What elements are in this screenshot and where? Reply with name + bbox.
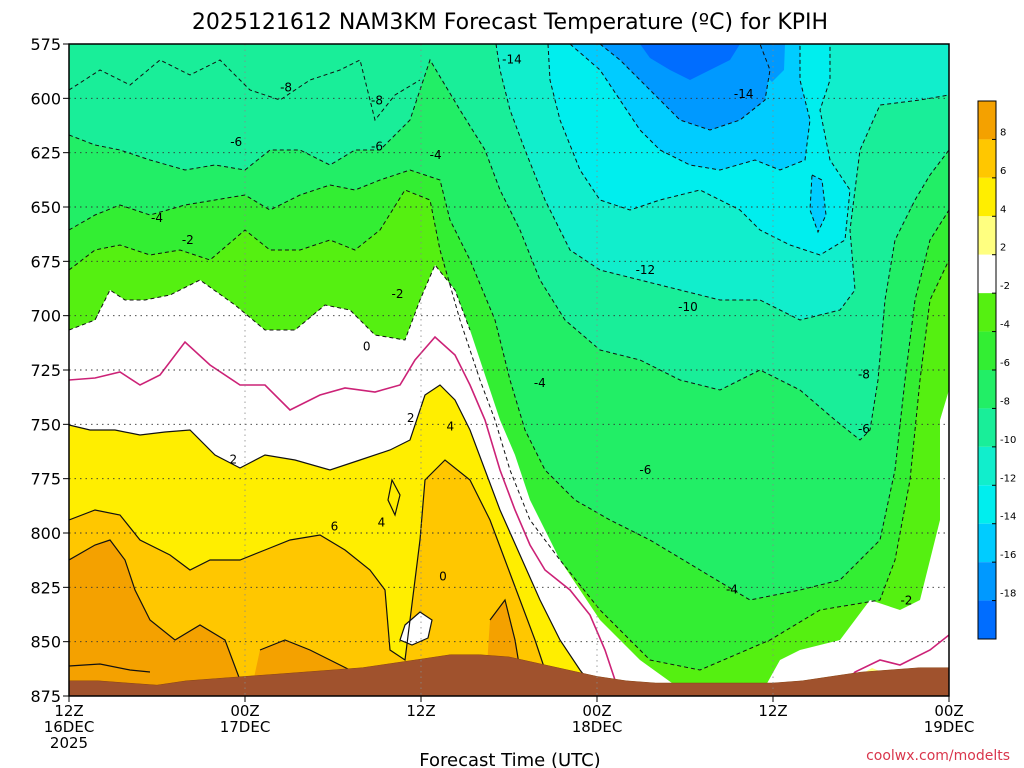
contour-label: 4 [378,515,386,529]
x-tick-label: 12Z [758,702,787,720]
colorbar-label: -18 [1000,589,1016,600]
x-axis-label: Forecast Time (UTC) [419,750,600,768]
y-tick-label: 775 [30,470,61,489]
chart-title: 2025121612 NAM3KM Forecast Temperature (… [192,10,828,35]
colorbar-swatch [978,177,996,217]
y-tick-label: 575 [30,35,61,54]
contour-label: -4 [430,148,442,162]
colorbar-label: 4 [1000,204,1006,215]
colorbar-swatch [978,254,996,294]
contour-label: 0 [363,339,371,353]
y-tick-label: 875 [30,687,61,706]
x-tick-label: 18DEC [572,718,623,736]
region-minus18-band [640,44,740,80]
x-tick-label: 17DEC [220,718,271,736]
colorbar-label: -4 [1000,320,1010,331]
region-minus16-pocket [755,44,785,82]
contour-label: -6 [639,463,651,477]
terrain-surface [69,654,949,696]
contour-label: 2 [407,411,415,425]
colorbar-label: -6 [1000,358,1010,369]
x-tick-label: 00Z [934,702,963,720]
y-tick-label: 850 [30,633,61,652]
x-tick-label: 12Z [406,702,435,720]
contour-label: -4 [726,583,738,597]
x-tick-label: 16DEC [44,718,95,736]
colorbar-label: -10 [1000,435,1016,446]
colorbar-swatch [978,370,996,409]
x-tick-label: 2025 [50,734,88,752]
dashed-contours [69,44,949,671]
contour-label: -6 [858,422,870,436]
contour-label: -2 [392,287,404,301]
colorbar-swatch [978,485,996,524]
contour-label: 0 [439,570,447,584]
colorbar-swatch [978,139,996,178]
colorbar-swatch [978,523,996,563]
y-axis: 575 600 625 650 675 700 725 750 775 800 825 850 875 [30,35,69,706]
region-minus16-band [600,44,770,130]
colorbar-swatch [978,446,996,486]
x-tick-label: 19DEC [924,718,975,736]
y-tick-label: 600 [30,89,61,108]
colorbar: 8 6 4 2 -2 -4 -6 -8 -10 -12 -14 -16 -18 [977,100,1016,640]
contour-label: -12 [636,263,656,277]
x-tick-label: 12Z [54,702,83,720]
solid-contours [69,384,601,696]
contour-label: -14 [734,87,754,101]
contour-label: -8 [371,94,383,108]
contour-label: -10 [678,300,698,314]
y-tick-label: 750 [30,415,61,434]
colorbar-label: -12 [1000,473,1016,484]
colorbar-swatch [978,101,996,140]
y-tick-label: 650 [30,198,61,217]
colorbar-swatch [978,216,996,255]
contour-label: -4 [151,211,163,225]
y-tick-label: 825 [30,578,61,597]
grid-lines [69,44,949,696]
colorbar-swatch [978,408,996,447]
colorbar-label: -8 [1000,396,1010,407]
contour-labels: -14 -14 -8 -8 -6 -6 -4 -4 -2 -2 -12 -10 -8 -6 -4 -6 -4 -2… [151,52,912,608]
colorbar-swatch [978,331,996,370]
x-tick-label: 00Z [582,702,611,720]
colorbar-swatch [978,562,996,601]
contour-label: 4 [447,420,455,434]
colorbar-swatch [978,293,996,332]
contour-label: -6 [371,139,383,153]
region-white-right [760,390,949,696]
y-tick-label: 700 [30,307,61,326]
colorbar-swatch [978,600,996,639]
y-tick-label: 725 [30,361,61,380]
contour-label: -6 [230,135,242,149]
contour-label: -4 [534,376,546,390]
region-minus14-pocket [810,175,826,232]
contour-label: -8 [280,81,292,95]
x-tick-label: 00Z [230,702,259,720]
contour-label: -2 [182,233,194,247]
colorbar-label: 2 [1000,243,1006,254]
contour-label: -14 [502,52,522,66]
colorbar-label: -16 [1000,550,1016,561]
region-plus8-band [69,540,255,696]
credit-text: coolwx.com/modelts [866,748,1010,764]
colorbar-label: 8 [1000,127,1006,138]
contour-label: 6 [331,520,339,534]
contour-label: -2 [900,594,912,608]
colorbar-label: 6 [1000,166,1006,177]
y-tick-label: 675 [30,252,61,271]
colorbar-label: -2 [1000,281,1010,292]
contour-label: 2 [229,452,237,466]
contour-label: -8 [858,368,870,382]
y-tick-label: 800 [30,524,61,543]
colorbar-label: -14 [1000,512,1016,523]
y-tick-label: 625 [30,144,61,163]
